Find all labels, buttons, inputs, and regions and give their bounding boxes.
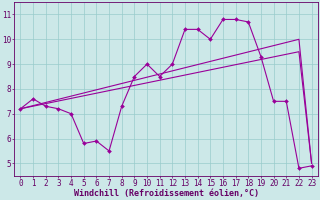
X-axis label: Windchill (Refroidissement éolien,°C): Windchill (Refroidissement éolien,°C) xyxy=(74,189,259,198)
